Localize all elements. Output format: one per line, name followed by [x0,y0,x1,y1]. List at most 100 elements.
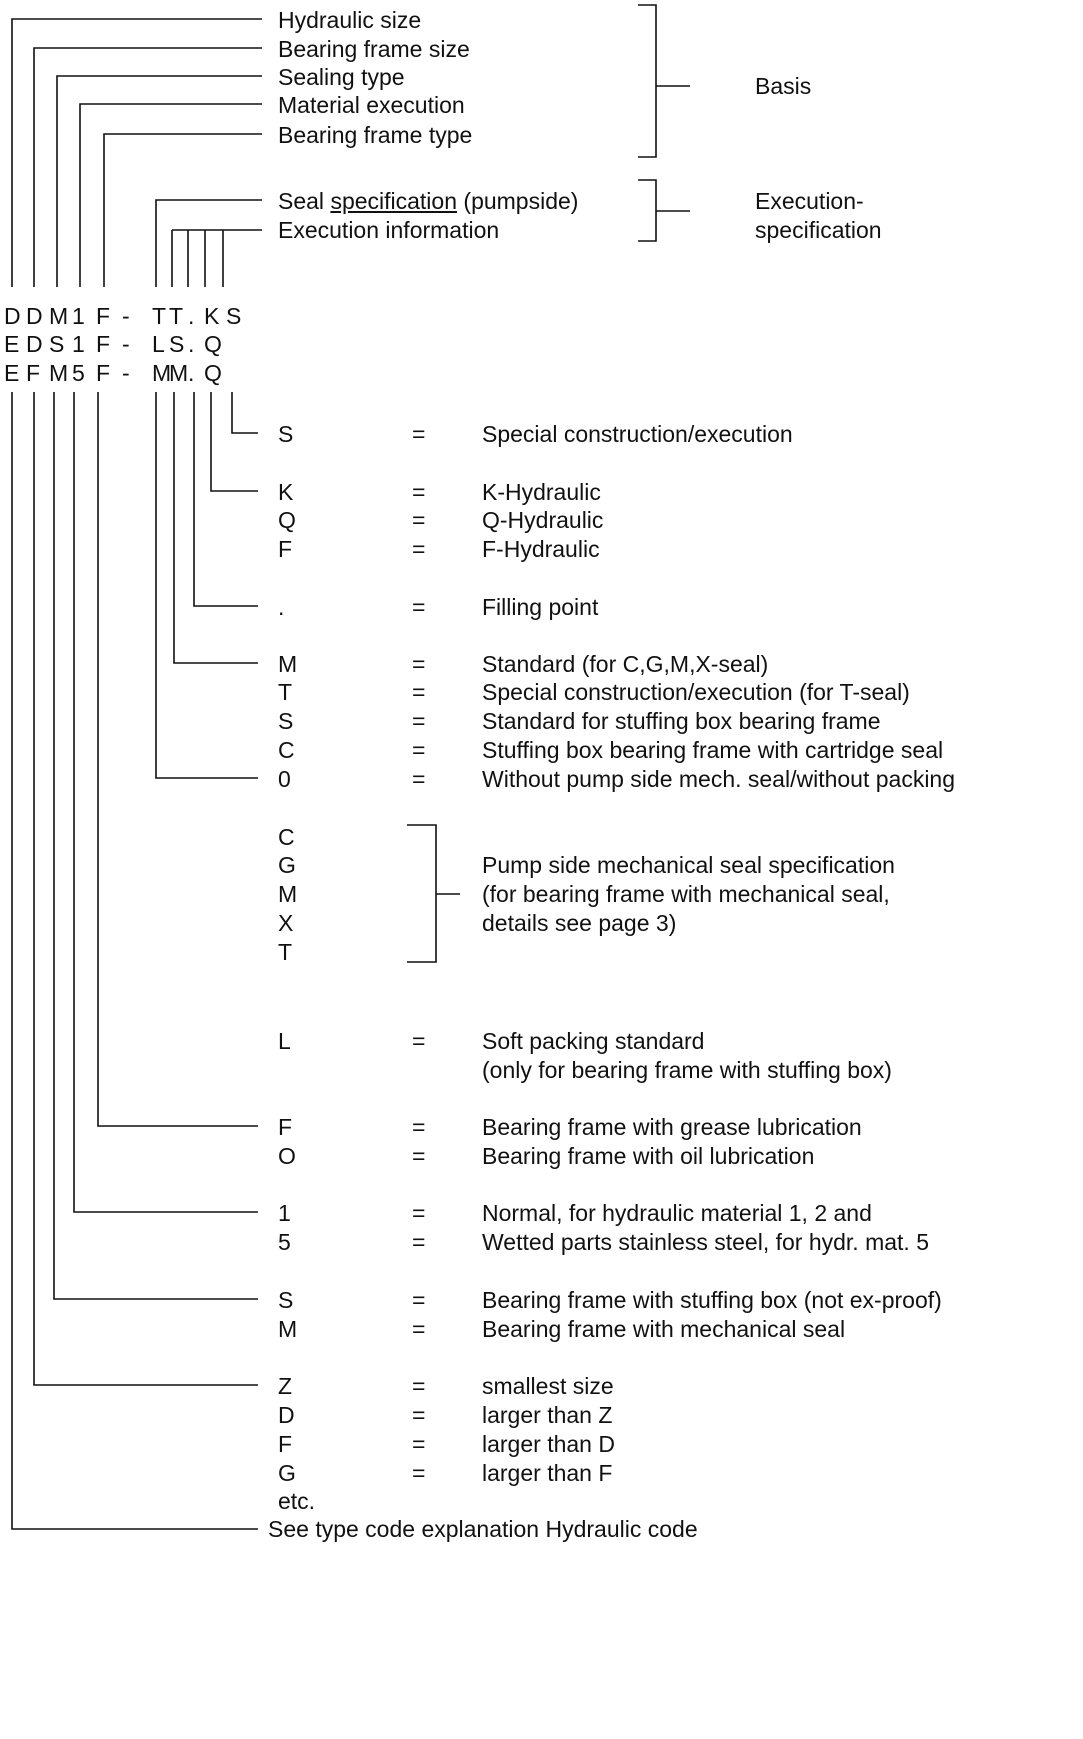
equals-sign: = [412,1028,426,1054]
type-code-char: - [122,331,130,357]
def-value: larger than D [482,1431,615,1457]
def-key: D [278,1402,295,1428]
seal-letter: C [278,824,295,850]
equals-sign: = [412,1402,426,1428]
header-connector-1 [11,18,262,287]
equals-sign: = [412,594,426,620]
execution-info-label: Execution information [278,217,500,243]
seal-letter: M [278,881,298,907]
def-key: F [278,1114,293,1140]
def-key: 0 [278,766,291,792]
type-code-char: Q [204,360,222,386]
seal-spec-label: Seal specification (pumpside) [278,190,578,213]
type-code-char: M [49,303,69,329]
def-value: Filling point [482,594,599,620]
header-connector-2 [33,47,262,287]
header-connector-5 [103,133,262,287]
def-value: K-Hydraulic [482,479,601,505]
type-code-char: F [26,360,41,386]
definition-connector-5 [155,392,258,779]
seal-letters-bracket [407,824,437,963]
type-code-char: S [49,331,65,357]
type-code-char: F [96,303,111,329]
def-key: S [278,708,294,734]
etc-label: etc. [278,1488,316,1514]
equals-sign: = [412,737,426,763]
footer-note: See type code explanation Hydraulic code [268,1516,698,1542]
def-value: Standard (for C,G,M,X-seal) [482,651,769,677]
type-code-char: - [122,303,130,329]
def-key: M [278,1316,298,1342]
def-value: larger than Z [482,1402,613,1428]
equals-sign: = [412,1431,426,1457]
def-key: O [278,1143,296,1169]
type-code-char: D [26,303,43,329]
equals-sign: = [412,1229,426,1255]
seal-spec-suffix: (pumpside) [457,188,579,214]
def-value: Standard for stuffing box bearing frame [482,708,881,734]
def-value: F-Hydraulic [482,536,600,562]
type-code-char: T [152,303,167,329]
definition-connector-8 [53,392,258,1300]
execution-spec-label-line1: Execution- [755,188,864,214]
equals-sign: = [412,1287,426,1313]
def-value: Bearing frame with grease lubrication [482,1114,862,1140]
type-code-char: D [26,331,43,357]
type-code-char: L [152,331,165,357]
def-value: smallest size [482,1373,614,1399]
equals-sign: = [412,651,426,677]
def-value: Bearing frame with stuffing box (not ex-… [482,1287,942,1313]
equals-sign: = [412,1373,426,1399]
type-code-char: . [188,331,195,357]
type-code-char: M [49,360,69,386]
type-code-char: E [4,331,20,357]
equals-sign: = [412,479,426,505]
header-label-2: Bearing frame size [278,36,470,62]
def-key: T [278,679,293,705]
equals-sign: = [412,1316,426,1342]
type-code-char: K [204,303,220,329]
def-value: Without pump side mech. seal/without pac… [482,766,956,792]
header-label-5: Bearing frame type [278,122,473,148]
def-value: Bearing frame with mechanical seal [482,1316,846,1342]
def-value: Wetted parts stainless steel, for hydr. … [482,1229,929,1255]
type-code-char: - [122,360,130,386]
type-code-char: 5 [72,360,85,386]
definition-connector-4 [173,392,258,664]
seal-description-line: details see page 3) [482,910,677,936]
equals-sign: = [412,1114,426,1140]
def-key: . [278,594,285,620]
def-key: F [278,536,293,562]
type-code-char: D [4,303,21,329]
def-value: Special construction/execution (for T-se… [482,679,910,705]
definition-connector-9 [33,392,258,1386]
def-key: 1 [278,1200,291,1226]
def-value: Normal, for hydraulic material 1, 2 and [482,1200,872,1226]
type-code-char: F [96,360,111,386]
def-key: 5 [278,1229,291,1255]
def-value: Stuffing box bearing frame with cartridg… [482,737,944,763]
equals-sign: = [412,1460,426,1486]
header-label-1: Hydraulic size [278,7,422,33]
def-key: Z [278,1373,293,1399]
equals-sign: = [412,421,426,447]
header-connector-4 [79,103,262,287]
execution-bracket [638,179,657,242]
equals-sign: = [412,536,426,562]
seal-spec-prefix: Seal [278,188,331,214]
def-key: F [278,1431,293,1457]
seal-letter: T [278,939,293,965]
type-code-char: T [169,303,184,329]
definition-connector-2 [210,392,258,492]
type-code-char: S [226,303,242,329]
header-label-3: Sealing type [278,64,405,90]
type-code-char: . [188,303,195,329]
def-key: L [278,1028,291,1054]
def-value: larger than F [482,1460,613,1486]
seal-spec-connector [155,199,262,287]
type-code-char: Q [204,331,222,357]
equals-sign: = [412,1200,426,1226]
type-code-char: 1 [72,303,85,329]
definition-connector-10 [11,392,258,1530]
